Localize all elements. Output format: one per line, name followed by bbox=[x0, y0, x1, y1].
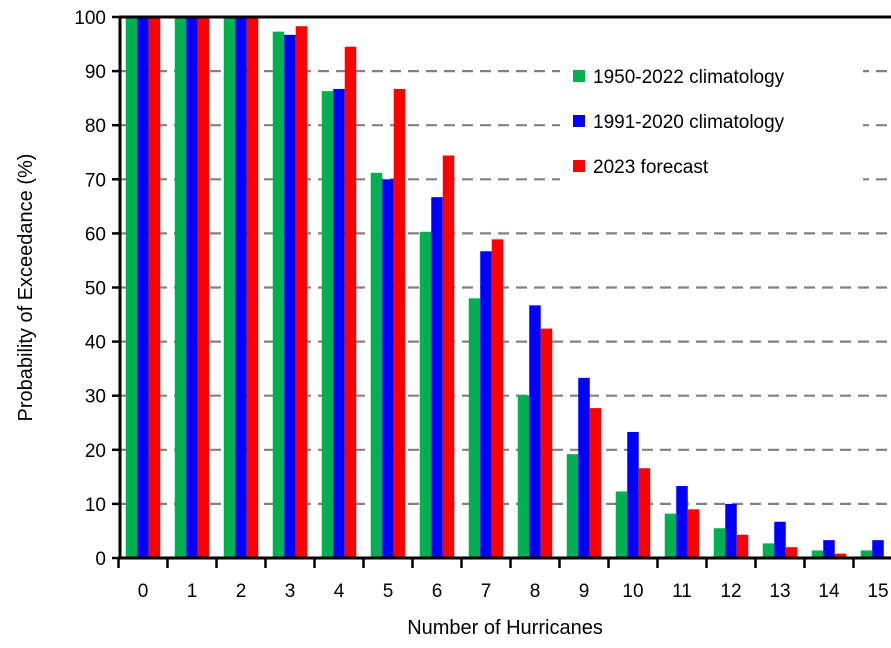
bar-1991-2020-climatology-11 bbox=[676, 486, 688, 558]
bar-1991-2020-climatology-8 bbox=[529, 305, 541, 558]
x-tick-label: 15 bbox=[867, 581, 888, 602]
x-tick-label: 6 bbox=[432, 581, 443, 602]
bar-1991-2020-climatology-13 bbox=[774, 521, 786, 558]
x-tick-label: 5 bbox=[383, 581, 394, 602]
x-tick-label: 2 bbox=[236, 581, 247, 602]
bar-2023-forecast-1 bbox=[197, 17, 210, 558]
legend-box bbox=[560, 55, 863, 187]
bar-2023-forecast-14 bbox=[834, 553, 847, 558]
x-tick-label: 1 bbox=[187, 581, 198, 602]
bar-2023-forecast-0 bbox=[148, 17, 161, 558]
x-tick-label: 11 bbox=[672, 581, 692, 602]
bar-2023-forecast-11 bbox=[687, 509, 700, 558]
x-tick-label: 7 bbox=[481, 581, 492, 602]
x-tick-label: 10 bbox=[622, 581, 643, 602]
bar-1950-2022-climatology-15 bbox=[860, 550, 873, 558]
x-tick-label: 3 bbox=[285, 581, 296, 602]
y-tick-label: 90 bbox=[85, 62, 106, 83]
bar-1950-2022-climatology-11 bbox=[664, 513, 677, 558]
bar-2023-forecast-5 bbox=[393, 88, 406, 558]
bar-2023-forecast-2 bbox=[246, 17, 259, 558]
bars bbox=[125, 17, 891, 559]
bar-1950-2022-climatology-5 bbox=[370, 172, 383, 559]
axes bbox=[112, 15, 891, 568]
bar-1991-2020-climatology-7 bbox=[480, 251, 492, 559]
bar-2023-forecast-10 bbox=[638, 468, 651, 558]
legend-swatch-0 bbox=[573, 70, 585, 82]
bar-2023-forecast-6 bbox=[442, 155, 455, 558]
legend-label-2: 2023 forecast bbox=[593, 157, 709, 178]
legend-label-0: 1950-2022 climatology bbox=[593, 67, 785, 88]
legend: 1950-2022 climatology 1991-2020 climatol… bbox=[560, 55, 863, 187]
bar-1950-2022-climatology-1 bbox=[174, 17, 187, 558]
legend-label-1: 1991-2020 climatology bbox=[593, 112, 785, 133]
bar-1991-2020-climatology-4 bbox=[333, 88, 345, 558]
bar-2023-forecast-12 bbox=[736, 534, 749, 558]
x-tick-label: 4 bbox=[334, 581, 345, 602]
bar-2023-forecast-3 bbox=[295, 26, 308, 558]
x-tick-labels: 0 1 2 3 4 5 6 7 8 9 10 11 12 13 14 15 bbox=[138, 581, 889, 602]
bar-1950-2022-climatology-3 bbox=[272, 31, 285, 559]
x-tick-label: 13 bbox=[769, 581, 790, 602]
x-tick-label: 12 bbox=[720, 581, 741, 602]
x-tick-label: 8 bbox=[530, 581, 541, 602]
y-axis-title: Probability of Exceedance (%) bbox=[15, 154, 37, 422]
bar-1950-2022-climatology-4 bbox=[321, 91, 334, 558]
bar-1991-2020-climatology-15 bbox=[872, 540, 884, 558]
bar-1991-2020-climatology-3 bbox=[284, 34, 296, 558]
bar-2023-forecast-7 bbox=[491, 239, 504, 558]
y-tick-label: 50 bbox=[85, 279, 106, 300]
bar-1950-2022-climatology-7 bbox=[468, 298, 481, 558]
bar-1950-2022-climatology-13 bbox=[762, 543, 775, 558]
x-tick-label: 14 bbox=[818, 581, 840, 602]
x-tick-label: 9 bbox=[579, 581, 590, 602]
bar-2023-forecast-4 bbox=[344, 46, 357, 558]
bar-1991-2020-climatology-2 bbox=[235, 17, 247, 558]
legend-swatch-2 bbox=[573, 160, 585, 172]
y-tick-label: 70 bbox=[85, 170, 106, 191]
y-tick-label: 0 bbox=[95, 549, 106, 570]
bar-1991-2020-climatology-1 bbox=[186, 17, 198, 558]
y-tick-label: 40 bbox=[85, 333, 106, 354]
y-tick-label: 100 bbox=[74, 8, 106, 29]
bar-2023-forecast-8 bbox=[540, 328, 553, 558]
bar-1991-2020-climatology-0 bbox=[137, 17, 149, 558]
bar-1950-2022-climatology-10 bbox=[615, 491, 628, 558]
x-tick-label: 0 bbox=[138, 581, 149, 602]
bar-1950-2022-climatology-8 bbox=[517, 395, 530, 558]
legend-entry-1: 1991-2020 climatology bbox=[573, 112, 785, 133]
bar-1991-2020-climatology-9 bbox=[578, 377, 590, 558]
y-tick-label: 60 bbox=[85, 224, 106, 245]
bar-1950-2022-climatology-0 bbox=[125, 17, 138, 558]
y-tick-labels: 0 10 20 30 40 50 60 70 80 90 100 bbox=[74, 8, 106, 570]
bar-1991-2020-climatology-12 bbox=[725, 503, 737, 558]
bar-1950-2022-climatology-12 bbox=[713, 528, 726, 558]
bar-1950-2022-climatology-14 bbox=[811, 550, 824, 558]
y-tick-label: 30 bbox=[85, 387, 106, 408]
bar-2023-forecast-9 bbox=[589, 408, 602, 558]
y-tick-label: 80 bbox=[85, 116, 106, 137]
bar-1991-2020-climatology-14 bbox=[823, 540, 835, 558]
y-tick-label: 20 bbox=[85, 441, 106, 462]
bar-1950-2022-climatology-6 bbox=[419, 231, 432, 559]
bar-1950-2022-climatology-9 bbox=[566, 454, 579, 558]
bar-1991-2020-climatology-10 bbox=[627, 431, 639, 558]
bar-1991-2020-climatology-5 bbox=[382, 179, 394, 559]
legend-entry-2: 2023 forecast bbox=[573, 157, 709, 178]
y-tick-label: 10 bbox=[85, 495, 106, 516]
legend-entry-0: 1950-2022 climatology bbox=[573, 67, 785, 88]
bar-1950-2022-climatology-2 bbox=[223, 17, 236, 558]
bar-2023-forecast-13 bbox=[785, 547, 798, 558]
bar-1991-2020-climatology-6 bbox=[431, 197, 443, 558]
legend-swatch-1 bbox=[573, 115, 585, 127]
x-axis-title: Number of Hurricanes bbox=[407, 617, 603, 639]
